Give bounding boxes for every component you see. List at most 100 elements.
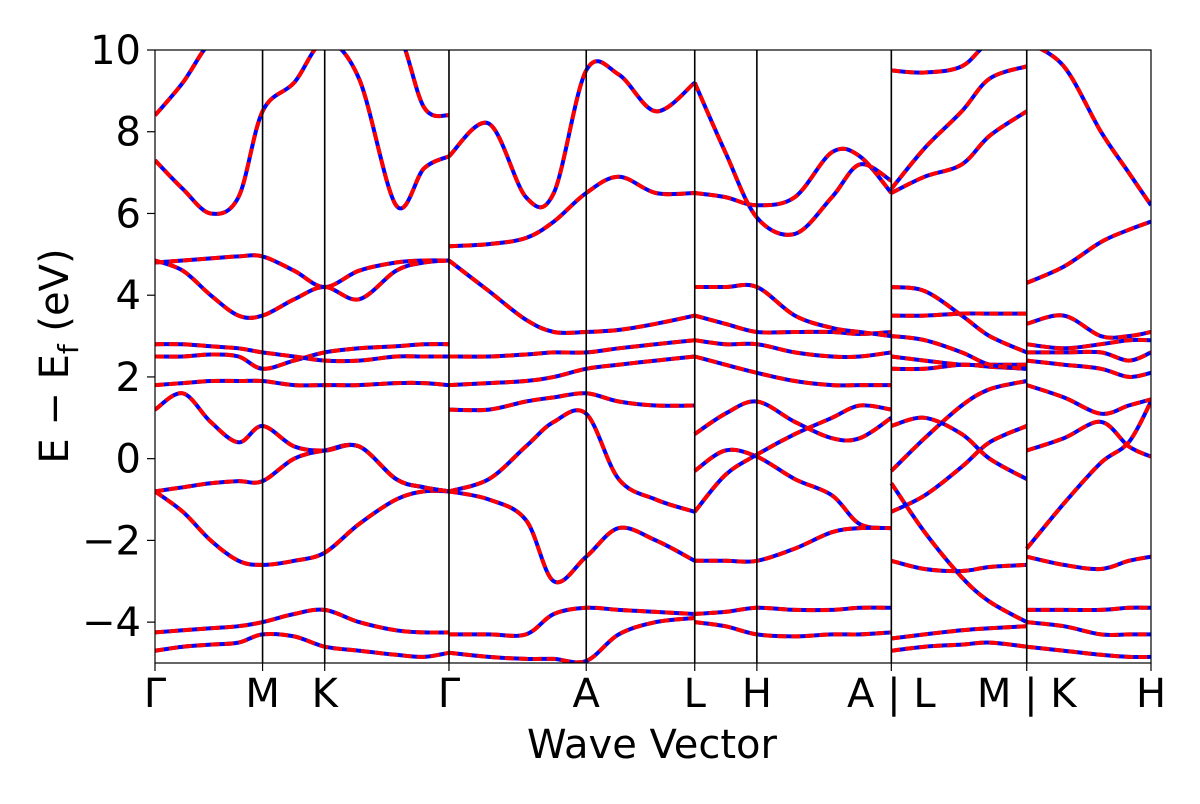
band-line-secondary-17 [448,174,695,249]
band-line-primary-49 [1025,400,1151,550]
y-tick-label-2: 0 [116,437,141,483]
band-line-primary-51 [1026,383,1151,416]
band-line-primary-26 [694,338,892,360]
y-axis-ticks: −4 −2 0 2 4 6 8 10 [82,28,155,646]
band-line-primary-3 [155,378,450,388]
band-line-secondary-18 [447,59,697,210]
band-line-secondary-19 [448,489,696,585]
y-tick-label-0: −4 [82,600,141,646]
band-line-primary-43 [891,285,1028,355]
band-line-primary-59 [1026,605,1151,613]
band-line-primary-17 [448,174,695,249]
band-line-primary-47 [891,624,1027,641]
x-tick-label-4: A [573,671,601,717]
band-line-primary-13 [448,391,695,413]
kpoint-lines [261,50,1028,663]
band-line-primary-38 [890,558,1027,574]
band-line-primary-50 [1026,419,1151,459]
band-line-primary-5 [155,342,449,364]
band-line-primary-16 [447,258,696,335]
band-line-primary-34 [889,379,1028,473]
band-line-primary-8 [155,50,450,216]
band-line-secondary-2 [155,391,450,494]
y-tick-label-5: 6 [116,191,141,237]
y-axis-label-subscript: f [52,343,85,354]
y-axis-label-unit: (eV) [32,248,78,331]
band-line-primary-33 [694,620,892,639]
band-line-primary-28 [694,282,892,339]
y-axis-label-main: E − E [32,354,78,464]
band-line-primary-11 [155,632,450,659]
band-line-primary-36 [890,415,1028,481]
y-tick-label-7: 10 [90,28,141,74]
band-line-primary-19 [448,489,696,585]
band-line-primary-9 [155,50,450,119]
band-line-secondary-34 [889,379,1028,473]
band-line-primary-14 [448,354,695,388]
y-axis-label: E − Ef (eV) [32,248,85,463]
band-line-primary-60 [1026,620,1151,638]
band-line-primary-2 [155,391,450,494]
band-line-primary-57 [1038,50,1151,207]
band-line-primary-29 [694,146,893,208]
band-line-secondary-22 [693,447,892,531]
bands-layer [155,50,1151,663]
band-line-primary-15 [448,338,695,359]
band-line-primary-40 [891,354,1027,368]
band-line-primary-18 [447,59,697,210]
band-line-primary-58 [1026,554,1151,572]
band-line-secondary-28 [694,282,892,339]
band-line-primary-30 [692,81,893,237]
x-tick-label-8: M | K [977,671,1078,717]
band-line-primary-12 [448,408,696,514]
band-line-primary-24 [693,399,893,443]
x-tick-label-0: Γ [144,671,167,717]
band-line-primary-7 [155,258,450,320]
band-line-secondary-13 [448,391,695,413]
band-line-primary-21 [448,616,695,663]
band-line-primary-48 [891,640,1027,653]
band-line-primary-45 [889,64,1028,191]
band-line-primary-46 [891,50,983,75]
band-line-primary-56 [1025,219,1151,285]
band-line-secondary-57 [1038,50,1151,207]
band-line-primary-35 [890,424,1028,514]
x-tick-label-2: K [312,671,340,717]
y-tick-label-6: 8 [116,110,141,156]
plot-frame [154,49,1152,664]
x-tick-label-6: H [742,671,772,717]
band-line-primary-4 [155,342,450,371]
y-tick-label-4: 4 [116,273,141,319]
band-line-primary-25 [694,354,892,388]
band-line-primary-41 [891,334,1027,371]
band-line-primary-23 [693,403,892,514]
band-line-primary-61 [1026,644,1151,660]
band-line-primary-20 [449,605,695,638]
x-axis-label: Wave Vector [527,722,778,768]
band-line-primary-27 [694,313,892,337]
band-line-primary-54 [1026,337,1151,351]
x-tick-label-3: Γ [438,671,461,717]
band-line-secondary-46 [891,50,983,75]
band-line-primary-53 [1026,349,1151,363]
band-line-secondary-45 [889,64,1028,191]
band-line-primary-22 [693,447,892,531]
x-tick-label-7: A | L [847,671,936,717]
y-tick-label-3: 2 [116,355,141,401]
band-line-primary-44 [890,109,1028,195]
x-tick-label-9: H [1136,671,1166,717]
band-line-primary-52 [1026,358,1151,379]
band-line-secondary-44 [890,109,1028,195]
x-tick-label-5: L [684,671,707,717]
x-tick-label-1: M [245,671,280,717]
band-line-primary-10 [155,607,450,635]
band-line-secondary-15 [448,338,695,359]
y-tick-label-1: −2 [82,518,141,564]
band-line-primary-31 [694,525,892,564]
band-line-secondary-31 [694,525,892,564]
band-line-primary-1 [155,488,450,567]
band-line-primary-37 [889,482,1028,624]
